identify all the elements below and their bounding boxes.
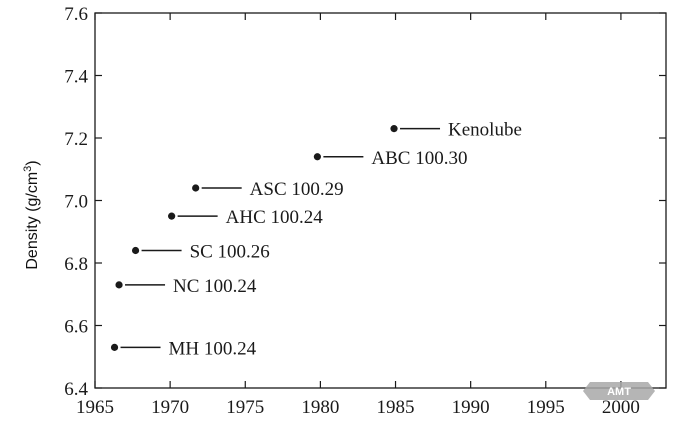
y-tick-label: 7.6 [64,4,88,25]
data-point-group: ASC 100.29 [192,179,344,200]
x-tick-label: 1980 [301,397,339,418]
plot-frame [94,12,667,389]
data-point-group: NC 100.24 [115,276,257,297]
data-point-marker [313,153,321,161]
data-point-label: Kenolube [448,120,522,141]
data-point-marker [192,184,200,192]
y-tick-label: 7.0 [64,192,88,213]
data-point-label: MH 100.24 [169,338,257,359]
y-axis-ticks: 6.4 6.6 6.8 7.0 7.2 7.4 7.6 [64,4,666,400]
x-axis-ticks: 1965 1970 1975 1980 1985 1990 1995 2000 [76,13,640,418]
data-point-group: ABC 100.30 [313,148,467,169]
x-tick-label: 2000 [602,397,640,418]
data-point-group: Kenolube [390,120,522,141]
x-tick-label: 1965 [76,397,114,418]
data-point-group: AHC 100.24 [168,207,323,228]
y-tick-label: 6.4 [64,379,88,400]
x-tick-label: 1995 [527,397,565,418]
y-tick-label: 6.6 [64,317,88,338]
data-point-group: SC 100.26 [131,242,270,263]
data-point-marker [390,125,398,133]
data-point-group: MH 100.24 [110,338,257,359]
watermark-badge [583,382,655,400]
data-point-marker [131,246,140,255]
amt-watermark-logo: AMT [583,382,655,400]
data-points: MH 100.24 NC 100.24 SC 100.26 AHC 100.24 ASC… [110,120,522,359]
data-point-label: ASC 100.29 [250,179,344,200]
y-axis-label: Density (g/cm3) [22,160,41,269]
x-tick-label: 1975 [226,397,264,418]
x-tick-label: 1970 [151,397,189,418]
data-point-label: SC 100.26 [190,242,270,263]
y-tick-label: 7.2 [64,129,88,150]
plot-axes [94,12,667,389]
data-point-label: AHC 100.24 [226,207,324,228]
y-tick-label: 6.8 [64,254,88,275]
data-point-label: ABC 100.30 [371,148,467,169]
y-tick-label: 7.4 [64,67,88,88]
x-tick-label: 1990 [452,397,490,418]
data-point-marker [168,212,176,220]
data-point-marker [110,343,119,351]
data-point-marker [115,281,123,289]
watermark-text: AMT [607,386,631,398]
x-tick-label: 1985 [377,397,415,418]
data-point-label: NC 100.24 [173,276,257,297]
